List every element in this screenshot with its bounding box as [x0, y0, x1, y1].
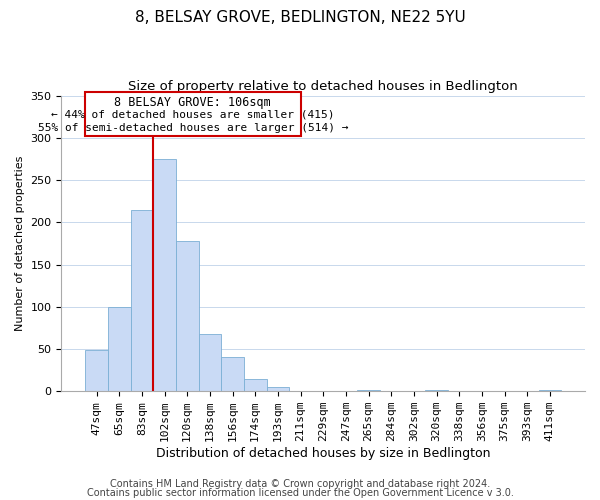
Text: 8, BELSAY GROVE, BEDLINGTON, NE22 5YU: 8, BELSAY GROVE, BEDLINGTON, NE22 5YU	[134, 10, 466, 25]
Text: Contains public sector information licensed under the Open Government Licence v : Contains public sector information licen…	[86, 488, 514, 498]
Bar	[108, 306, 131, 391]
Bar	[425, 390, 448, 391]
Bar	[244, 380, 266, 391]
Bar	[85, 92, 301, 136]
Bar	[199, 334, 221, 391]
Bar	[176, 241, 199, 391]
Bar	[357, 390, 380, 391]
Text: Contains HM Land Registry data © Crown copyright and database right 2024.: Contains HM Land Registry data © Crown c…	[110, 479, 490, 489]
Text: ← 44% of detached houses are smaller (415): ← 44% of detached houses are smaller (41…	[51, 110, 335, 120]
Title: Size of property relative to detached houses in Bedlington: Size of property relative to detached ho…	[128, 80, 518, 93]
Bar	[153, 159, 176, 391]
Bar	[85, 350, 108, 391]
Bar	[266, 387, 289, 391]
Text: 55% of semi-detached houses are larger (514) →: 55% of semi-detached houses are larger (…	[38, 124, 348, 134]
Bar	[221, 358, 244, 391]
Y-axis label: Number of detached properties: Number of detached properties	[15, 156, 25, 331]
Bar	[539, 390, 561, 391]
Text: 8 BELSAY GROVE: 106sqm: 8 BELSAY GROVE: 106sqm	[115, 96, 271, 110]
Bar	[131, 210, 153, 391]
X-axis label: Distribution of detached houses by size in Bedlington: Distribution of detached houses by size …	[156, 447, 490, 460]
